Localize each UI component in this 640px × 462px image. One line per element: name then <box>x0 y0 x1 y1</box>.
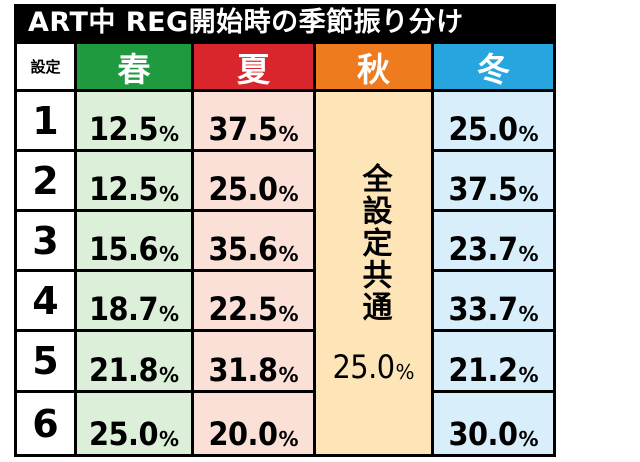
header-autumn: 秋 <box>316 44 431 89</box>
setting-label: 6 <box>17 393 74 454</box>
winter-value: 21.2% <box>434 332 553 390</box>
header-setting: 設定 <box>17 44 74 89</box>
spring-value: 15.6% <box>77 212 191 269</box>
summer-value: 20.0% <box>194 393 313 454</box>
setting-label: 4 <box>17 272 74 329</box>
setting-label: 2 <box>17 152 74 209</box>
winter-value: 30.0% <box>434 393 553 454</box>
spring-value: 25.0% <box>77 393 191 454</box>
spring-value: 21.8% <box>77 332 191 390</box>
setting-label: 3 <box>17 212 74 269</box>
spring-value: 12.5% <box>77 152 191 209</box>
winter-value: 25.0% <box>434 92 553 149</box>
setting-label: 1 <box>17 92 74 149</box>
winter-value: 23.7% <box>434 212 553 269</box>
autumn-value: 25.0% <box>332 348 415 386</box>
winter-value: 37.5% <box>434 152 553 209</box>
autumn-common-cell: 全設定共通 25.0% <box>316 92 431 454</box>
page-title: ART中 REG開始時の季節振り分け <box>14 4 556 41</box>
summer-value: 22.5% <box>194 272 313 329</box>
header-winter: 冬 <box>434 44 553 89</box>
season-distribution-table: 設定 春 夏 秋 冬 1 12.5% 37.5% 25.0% 2 12.5% 2… <box>14 41 556 457</box>
header-spring: 春 <box>77 44 191 89</box>
spring-value: 18.7% <box>77 272 191 329</box>
autumn-note: 全設定共通 <box>356 163 392 323</box>
winter-value: 33.7% <box>434 272 553 329</box>
summer-value: 37.5% <box>194 92 313 149</box>
summer-value: 25.0% <box>194 152 313 209</box>
setting-label: 5 <box>17 332 74 390</box>
spring-value: 12.5% <box>77 92 191 149</box>
summer-value: 35.6% <box>194 212 313 269</box>
header-summer: 夏 <box>194 44 313 89</box>
summer-value: 31.8% <box>194 332 313 390</box>
